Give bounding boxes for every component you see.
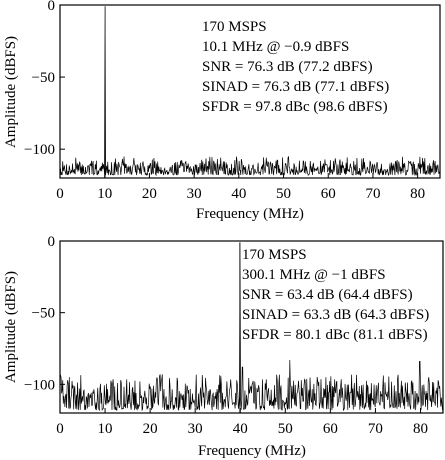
- x-tick-label: 40: [233, 421, 248, 437]
- annotation-line: SFDR = 80.1 dBc (81.1 dBFS): [242, 327, 428, 343]
- spectrum-trace-top: [59, 6, 441, 178]
- x-tick-label: 40: [231, 186, 246, 202]
- y-tick-label: −50: [32, 70, 55, 86]
- spectrum-trace-bottom: [60, 242, 444, 413]
- x-tick-label: 80: [413, 421, 428, 437]
- y-tick-label: 0: [48, 0, 56, 14]
- x-tick-label: 10: [97, 186, 112, 202]
- annotation-line: 300.1 MHz @ −1 dBFS: [242, 267, 386, 283]
- annotation-line: SINAD = 63.3 dB (64.3 dBFS): [242, 307, 429, 323]
- ylabel-top: Amplitude (dBFS): [3, 36, 19, 148]
- axis-ticks-bottom: 0 10 20 30 40 50 60 70 80 0 −50 −100: [24, 234, 428, 437]
- annotation-box-bottom: 170 MSPS 300.1 MHz @ −1 dBFS SNR = 63.4 …: [242, 247, 429, 343]
- annotation-line: 170 MSPS: [202, 19, 267, 35]
- x-tick-label: 50: [278, 421, 293, 437]
- annotation-line: SFDR = 97.8 dBc (98.6 dBFS): [202, 99, 388, 115]
- plot-frame-top: [59, 4, 441, 179]
- y-tick-label: −50: [32, 306, 55, 322]
- x-tick-label: 70: [368, 421, 383, 437]
- x-tick-label: 50: [276, 186, 291, 202]
- chart-bottom: 0 10 20 30 40 50 60 70 80 0 −50 −100 Amplitude (dBF…: [3, 234, 444, 459]
- xlabel-top: Frequency (MHz): [196, 206, 304, 222]
- annotation-line: 10.1 MHz @ −0.9 dBFS: [202, 39, 349, 55]
- annotation-box-top: 170 MSPS 10.1 MHz @ −0.9 dBFS SNR = 76.3…: [202, 19, 389, 115]
- annotation-line: SNR = 76.3 dB (77.2 dBFS): [202, 59, 373, 75]
- annotation-line: SNR = 63.4 dB (64.4 dBFS): [242, 287, 413, 303]
- ylabel-bottom: Amplitude (dBFS): [3, 271, 19, 383]
- x-tick-label: 70: [365, 186, 380, 202]
- x-tick-label: 10: [98, 421, 113, 437]
- x-tick-label: 80: [410, 186, 425, 202]
- x-tick-label: 30: [187, 186, 202, 202]
- y-tick-label: −100: [24, 377, 55, 393]
- plot-frame-bottom: [59, 240, 444, 414]
- chart-top: 0 10 20 30 40 50 60 70 80 0 −50 −100 Amplitude (dBF…: [3, 0, 441, 222]
- x-tick-label: 60: [321, 186, 336, 202]
- x-tick-label: 0: [56, 421, 64, 437]
- y-tick-label: 0: [48, 234, 56, 250]
- x-tick-label: 20: [143, 421, 158, 437]
- annotation-line: 170 MSPS: [242, 247, 307, 263]
- x-tick-label: 0: [56, 186, 64, 202]
- x-tick-label: 60: [323, 421, 338, 437]
- xlabel-bottom: Frequency (MHz): [198, 443, 306, 459]
- axis-ticks-top: 0 10 20 30 40 50 60 70 80 0 −50 −100: [24, 0, 425, 202]
- annotation-line: SINAD = 76.3 dB (77.1 dBFS): [202, 79, 389, 95]
- y-tick-label: −100: [24, 142, 55, 158]
- x-tick-label: 30: [188, 421, 203, 437]
- x-tick-label: 20: [142, 186, 157, 202]
